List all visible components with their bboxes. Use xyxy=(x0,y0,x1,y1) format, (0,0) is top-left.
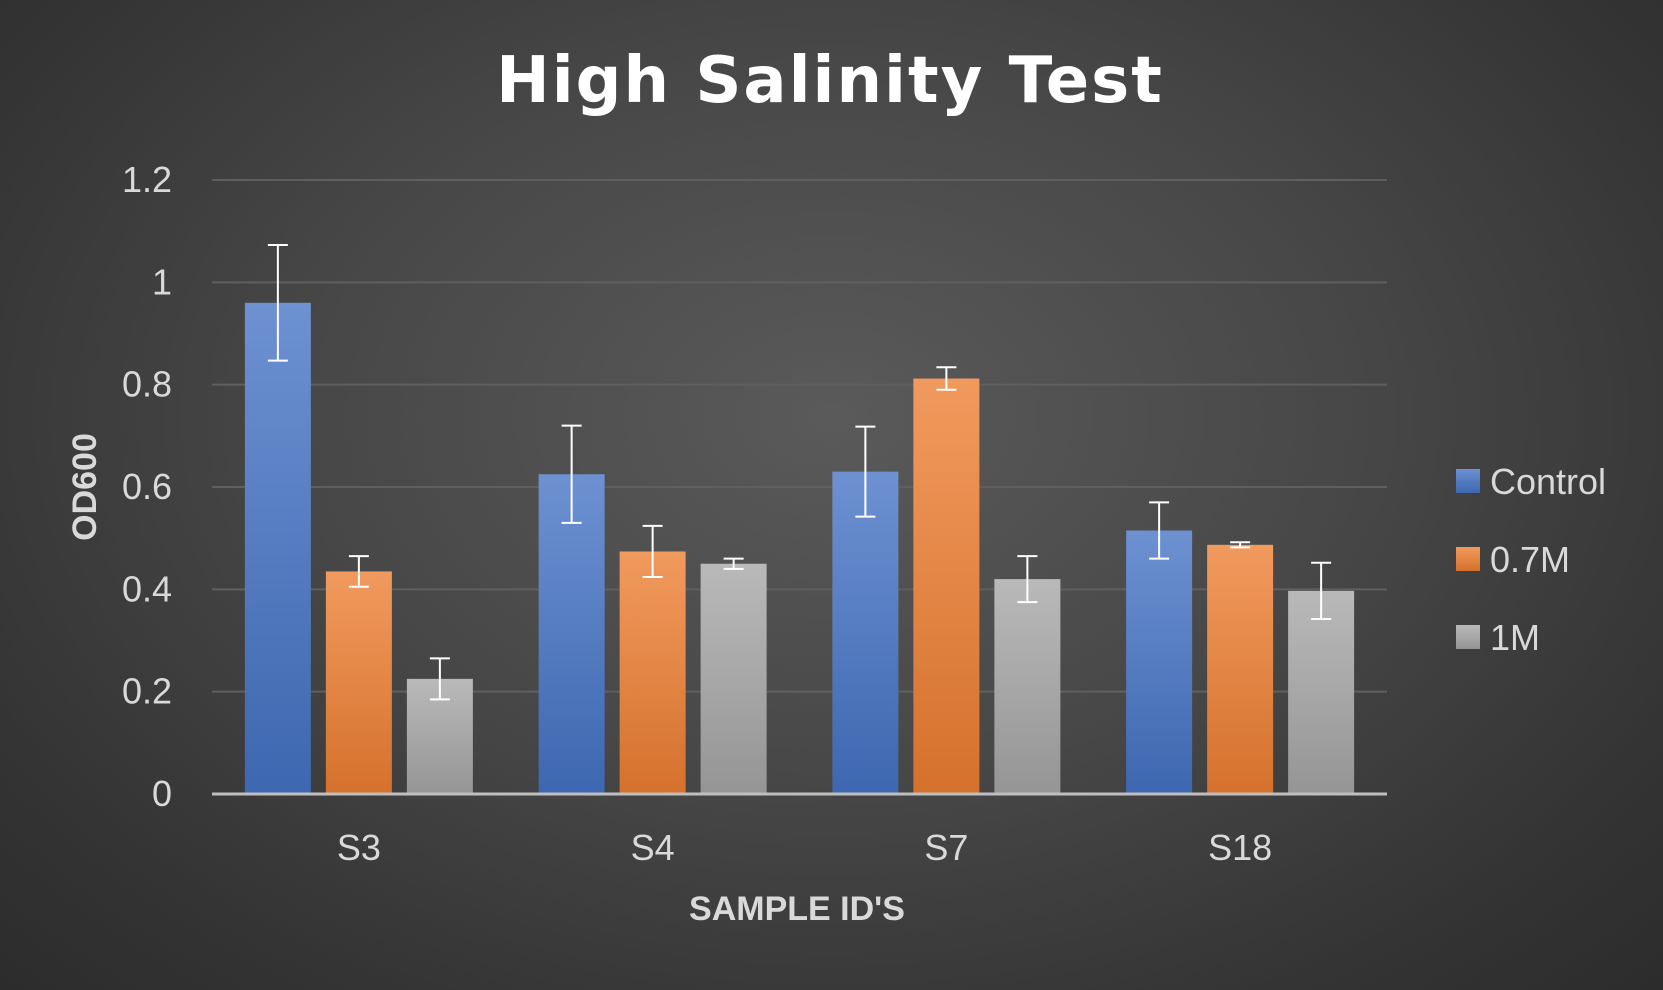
x-axis-title: SAMPLE ID'S xyxy=(689,890,905,928)
bar-1m-s18 xyxy=(1288,590,1355,794)
error-bar xyxy=(723,557,744,570)
legend-label: Control xyxy=(1490,461,1606,502)
x-tick-label: S4 xyxy=(631,827,675,868)
bar-1m-s7 xyxy=(994,579,1061,794)
error-bar xyxy=(855,425,876,518)
x-tick-label: S3 xyxy=(337,827,381,868)
y-tick-label: 0.4 xyxy=(122,568,172,609)
error-bar xyxy=(642,524,663,579)
bar-0-7m-s3 xyxy=(325,571,392,794)
error-bar xyxy=(267,243,288,362)
y-axis-ticks: 0 0.2 0.4 0.6 0.8 1 1.2 xyxy=(122,159,172,814)
bar-1m-s4 xyxy=(700,563,767,794)
x-axis-ticks: S3 S4 S7 S18 xyxy=(337,827,1272,868)
bar-control-s7 xyxy=(832,471,899,794)
x-tick-label: S18 xyxy=(1208,827,1272,868)
error-bar xyxy=(1230,541,1251,549)
legend-item: Control xyxy=(1456,461,1606,502)
bars xyxy=(244,302,1355,794)
legend-item: 1M xyxy=(1456,617,1540,658)
bar-control-s18 xyxy=(1126,530,1193,794)
bar-0-7m-s18 xyxy=(1207,544,1274,794)
legend: Control 0.7M 1M xyxy=(1456,461,1606,658)
y-tick-label: 0.8 xyxy=(122,364,172,405)
y-tick-label: 1.2 xyxy=(122,159,172,200)
bar-0-7m-s7 xyxy=(913,378,980,794)
legend-label: 0.7M xyxy=(1490,539,1570,580)
y-tick-label: 0.6 xyxy=(122,466,172,507)
y-tick-label: 0 xyxy=(152,773,172,814)
bar-control-s4 xyxy=(538,474,605,794)
error-bar xyxy=(1017,555,1038,604)
legend-item: 0.7M xyxy=(1456,539,1570,580)
chart-title: High Salinity Test xyxy=(496,44,1164,118)
legend-swatch xyxy=(1456,625,1480,649)
error-bar xyxy=(1149,501,1170,560)
error-bar xyxy=(561,424,582,524)
error-bar xyxy=(1311,561,1332,621)
y-tick-label: 0.2 xyxy=(122,671,172,712)
bar-control-s3 xyxy=(244,302,311,794)
legend-label: 1M xyxy=(1490,617,1540,658)
x-tick-label: S7 xyxy=(924,827,968,868)
y-axis-title: OD600 xyxy=(66,433,104,541)
error-bar xyxy=(429,657,450,701)
legend-swatch xyxy=(1456,469,1480,493)
error-bar xyxy=(936,366,957,391)
bar-0-7m-s4 xyxy=(619,551,686,794)
legend-swatch xyxy=(1456,547,1480,571)
error-bar xyxy=(348,555,369,588)
error-bars xyxy=(267,243,1332,701)
y-tick-label: 1 xyxy=(152,261,172,302)
